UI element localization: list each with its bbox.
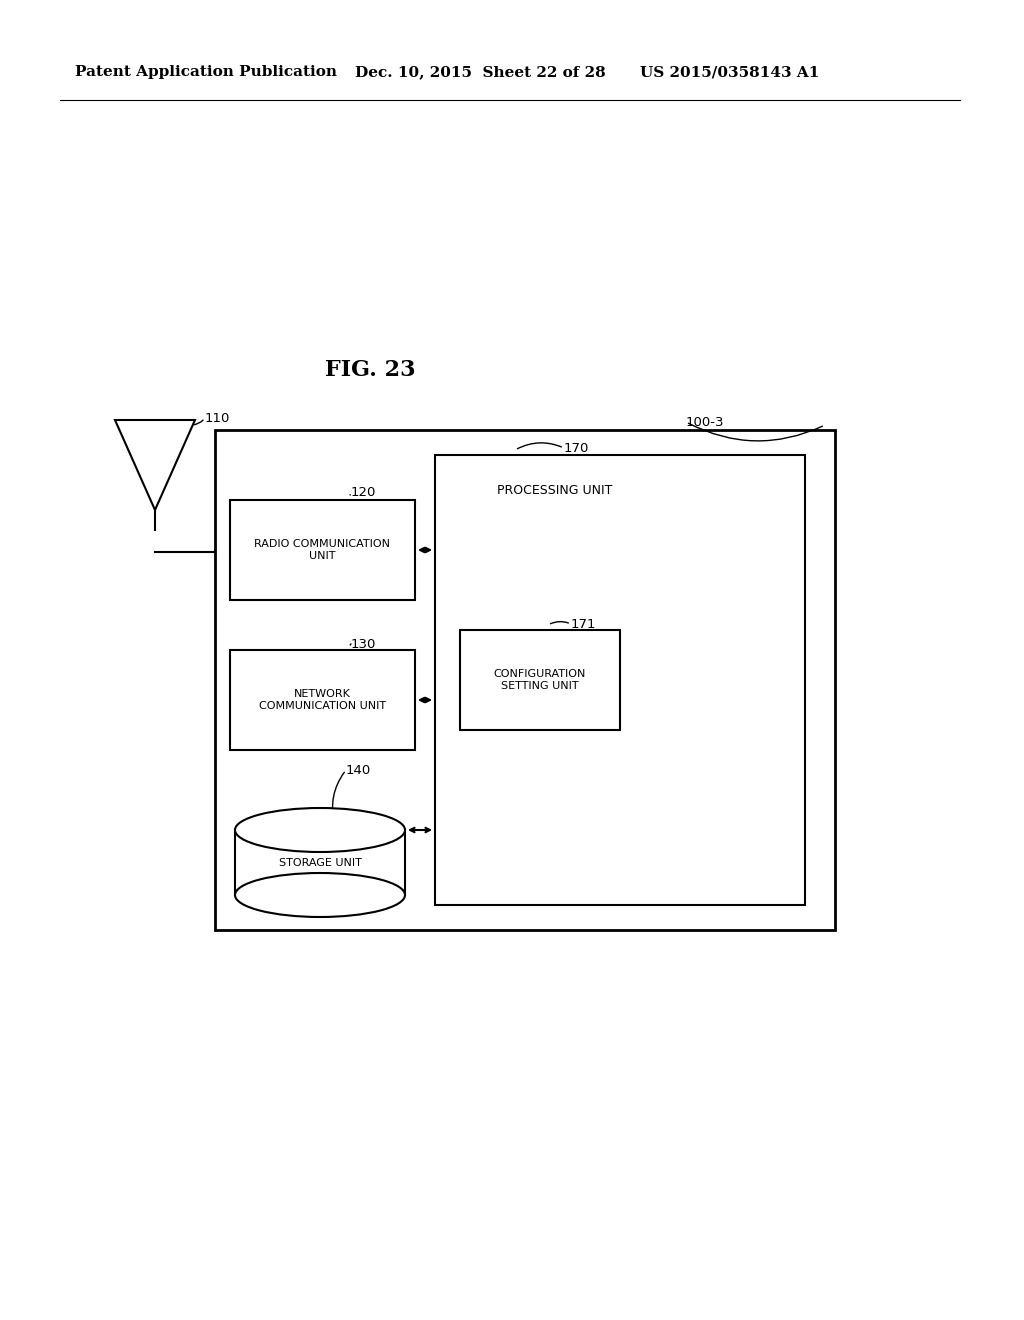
Text: CONFIGURATION
SETTING UNIT: CONFIGURATION SETTING UNIT <box>494 669 586 690</box>
Text: 130: 130 <box>351 638 377 651</box>
Text: STORAGE UNIT: STORAGE UNIT <box>279 858 361 867</box>
Bar <box>234 830 406 895</box>
Bar <box>435 455 805 906</box>
Text: 171: 171 <box>571 618 597 631</box>
Bar <box>215 430 835 931</box>
Text: 110: 110 <box>205 412 230 425</box>
Text: Patent Application Publication: Patent Application Publication <box>75 65 337 79</box>
Text: 140: 140 <box>346 763 372 776</box>
Bar <box>230 500 415 601</box>
Text: NETWORK
COMMUNICATION UNIT: NETWORK COMMUNICATION UNIT <box>259 689 386 710</box>
Bar <box>230 649 415 750</box>
Text: PROCESSING UNIT: PROCESSING UNIT <box>498 483 612 496</box>
Bar <box>460 630 620 730</box>
Text: 170: 170 <box>564 441 590 454</box>
Ellipse shape <box>234 873 406 917</box>
Text: Dec. 10, 2015  Sheet 22 of 28: Dec. 10, 2015 Sheet 22 of 28 <box>355 65 606 79</box>
Text: 120: 120 <box>351 486 377 499</box>
Text: RADIO COMMUNICATION
UNIT: RADIO COMMUNICATION UNIT <box>255 539 390 561</box>
Polygon shape <box>115 420 195 510</box>
Text: US 2015/0358143 A1: US 2015/0358143 A1 <box>640 65 819 79</box>
Ellipse shape <box>234 808 406 851</box>
Text: FIG. 23: FIG. 23 <box>325 359 416 381</box>
Text: 100-3: 100-3 <box>686 416 725 429</box>
